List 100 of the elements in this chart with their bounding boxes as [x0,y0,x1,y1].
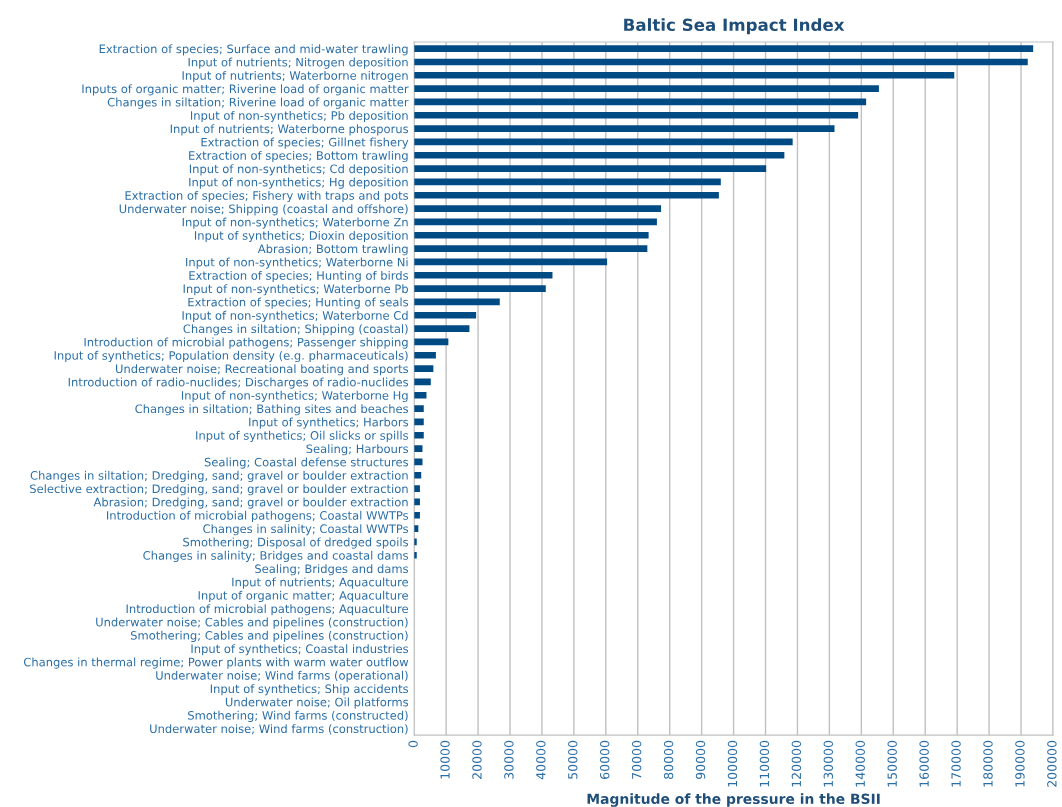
y-tick-label: Extraction of species; Hunting of seals [188,297,409,309]
bar [414,125,835,132]
y-tick-label: Introduction of microbial pathogens; Aquaculture [126,604,409,616]
x-tick-label: 10000 [440,740,450,779]
y-tick-label: Changes in salinity; Coastal WWTPs [203,524,409,536]
y-tick-label: Input of non-synthetics; Hg deposition [189,177,408,189]
y-tick-label: Underwater noise; Recreational boating and sports [116,364,409,376]
y-tick-label: Input of non-synthetics; Pb deposition [190,110,408,123]
x-tick-label: 110000 [759,740,770,787]
bar [414,138,793,146]
x-tick-label: 150000 [887,740,897,787]
y-tick-label: Introduction of radio-nuclides; Discharges of radio-nuclides [68,377,409,389]
chart-title: Baltic Sea Impact Index [624,18,845,35]
y-tick-label: Extraction of species; Fishery with traps and pots [125,190,409,203]
x-tick-label: 20000 [472,740,482,779]
y-tick-label: Abrasion; Bottom trawling [257,244,408,256]
bar [414,205,662,212]
bar [414,231,649,239]
bar [414,191,719,199]
y-tick-label: Changes in siltation; Bathing sites and beaches [135,404,409,416]
y-tick-label: Changes in thermal regime; Power plants with warm water outflow [23,657,409,669]
y-tick-label: Extraction of species; Surface and mid-water trawling [99,44,408,56]
bar [414,178,721,186]
x-tick-label: 190000 [1015,740,1025,787]
y-tick-label: Underwater noise; Shipping (coastal and offshore) [119,204,408,216]
y-tick-label: Input of synthetics; Dioxin deposition [194,230,408,243]
y-tick-label: Input of non-synthetics; Waterborne Zn [182,217,408,229]
y-tick-label: Smothering; Disposal of dredged spoils [183,537,409,549]
bar [414,325,470,332]
y-tick-label: Introduction of microbial pathogens; Passenger shipping [84,337,408,349]
bar [414,151,785,159]
x-tick-label: 130000 [823,740,834,787]
y-tick-label: Smothering; Cables and pipelines (construction) [130,630,408,642]
y-tick-label: Sealing; Bridges and dams [255,564,409,576]
bar [414,111,859,119]
y-tick-label: Input of synthetics; Coastal industries [191,644,409,656]
bar [414,391,427,399]
x-tick-label: 0 [408,740,418,748]
y-tick-label: Sealing; Coastal defense structures [204,457,409,469]
x-tick-label: 120000 [791,740,802,787]
y-tick-label: Input of nutrients; Nitrogen deposition [188,57,408,69]
y-tick-label: Input of synthetics; Harbors [249,417,409,429]
y-tick-label: Smothering; Wind farms (constructed) [188,710,408,722]
bar [414,165,767,172]
bar [414,98,867,106]
x-tick-label: 40000 [536,740,546,780]
x-tick-label: 200000 [1047,740,1057,787]
bar [414,365,434,372]
bar [414,245,648,252]
bar [414,285,546,292]
x-tick-label: 180000 [983,740,993,787]
x-tick-label: 100000 [727,740,738,787]
y-tick-label: Input of nutrients; Waterborne phosporus [170,124,409,136]
bar [414,351,436,359]
y-tick-label: Input of synthetics; Population density (e.g. pharmaceuticals) [54,350,408,363]
y-tick-label: Underwater noise; Wind farms (construction) [150,724,408,735]
y-tick-label: Extraction of species; Hunting of birds [189,270,409,283]
y-tick-label: Selective extraction; Dredging, sand; gravel or boulder extraction [30,484,408,496]
y-tick-label: Input of non-synthetics; Waterborne Cd [182,310,408,323]
bar [414,258,608,266]
y-tick-label: Input of non-synthetics; Waterborne Hg [181,390,408,403]
x-tick-label: 70000 [631,740,642,779]
y-tick-label: Input of organic matter; Aquaculture [198,590,409,602]
y-tick-label: Input of nutrients; Aquaculture [232,577,409,589]
x-tick-label: 30000 [504,740,514,779]
bar [414,405,424,412]
bar [414,71,955,79]
y-tick-label: Abrasion; Dredging, sand; gravel or boulder extraction [93,497,408,509]
bar [414,271,553,279]
bar [414,45,1034,52]
y-tick-label: Introduction of microbial pathogens; Coastal WWTPs [107,510,409,522]
bar [414,58,1028,66]
x-tick-label: 80000 [663,740,674,779]
y-tick-label: Changes in siltation; Shipping (coastal) [183,324,408,336]
bar [414,85,879,92]
y-tick-label: Input of synthetics; Ship accidents [210,684,409,696]
y-tick-label: Underwater noise; Oil platforms [225,697,409,709]
bar [414,431,424,439]
x-tick-label: 140000 [855,740,865,787]
y-tick-label: Underwater noise; Cables and pipelines (construction) [96,617,408,629]
y-tick-label: Underwater noise; Wind farms (operational) [156,670,408,682]
x-tick-label: 160000 [919,740,929,787]
y-tick-label: Input of non-synthetics; Cd deposition [189,164,408,176]
y-tick-label: Input of nutrients; Waterborne nitrogen [182,70,408,83]
x-tick-label: 170000 [951,740,961,787]
y-tick-label: Input of synthetics; Oil slicks or spills [196,430,409,443]
bar [414,485,420,492]
y-tick-label: Changes in salinity; Bridges and coastal dams [143,550,409,562]
bar [414,511,420,519]
y-tick-label: Extraction of species; Bottom trawling [189,150,408,163]
y-tick-label: Sealing; Harbours [306,444,409,456]
y-tick-label: Input of non-synthetics; Waterborne Pb [183,284,408,296]
bar [414,311,477,319]
y-tick-label: Changes in siltation; Dredging, sand; gravel or boulder extraction [30,470,408,482]
y-tick-label: Inputs of organic matter; Riverine load of organic matter [82,84,409,96]
x-tick-label: 90000 [695,740,706,780]
x-tick-label: 50000 [568,740,578,779]
x-axis-title: Magnitude of the pressure in the BSII [587,793,880,807]
y-tick-label: Changes in siltation; Riverine load of organic matter [107,97,409,109]
y-tick-label: Input of non-synthetics; Waterborne Ni [186,257,408,269]
